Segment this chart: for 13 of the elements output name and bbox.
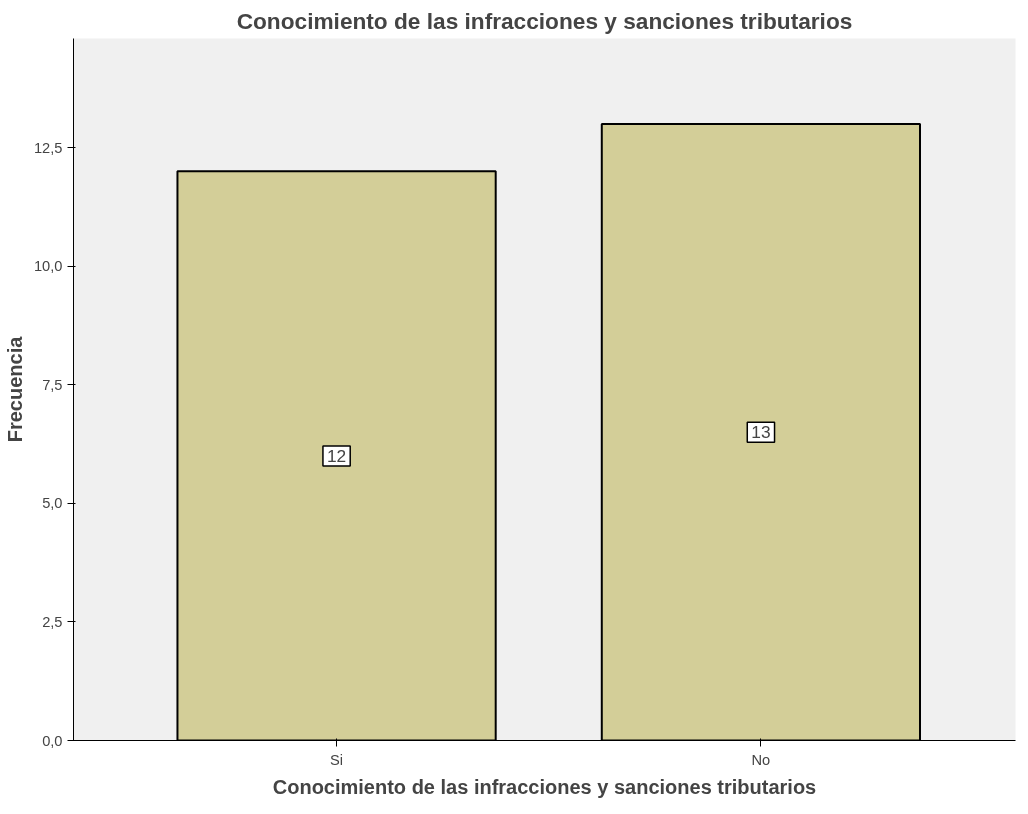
x-tick-label: Si xyxy=(330,751,344,768)
x-axis-title: Conocimiento de las infracciones y sanciones tributarios xyxy=(272,775,817,798)
y-tick-label: 0,0 xyxy=(42,732,63,749)
y-axis-title: Frecuencia xyxy=(3,335,26,443)
x-tick-label: No xyxy=(751,751,771,768)
data-label: 12 xyxy=(326,445,347,466)
chart-title: Conocimiento de las infracciones y sanciones tributarios xyxy=(236,7,853,34)
y-tick-label: 7,5 xyxy=(42,376,63,393)
y-tick-label: 10,0 xyxy=(33,258,63,275)
y-tick-label: 2,5 xyxy=(42,613,63,630)
y-tick-label: 12,5 xyxy=(33,139,63,156)
data-label: 13 xyxy=(751,422,771,443)
y-tick-label: 5,0 xyxy=(42,495,63,512)
